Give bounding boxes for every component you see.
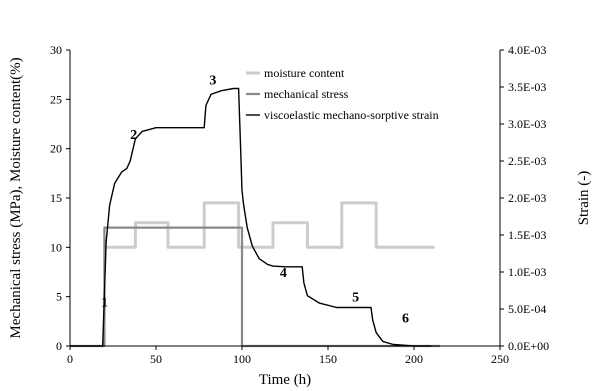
y-left-tick-label: 5 [56, 290, 62, 304]
x-tick-label: 250 [491, 352, 509, 366]
y-right-tick-label: 3.0E-03 [508, 117, 546, 131]
phase-label-5: 5 [352, 291, 359, 306]
x-tick-label: 0 [67, 352, 73, 366]
y-left-tick-label: 15 [50, 191, 62, 205]
right-axis-title: Strain (-) [576, 171, 592, 226]
x-axis-title: Time (h) [259, 372, 311, 388]
y-left-tick-label: 0 [56, 339, 62, 353]
x-tick-label: 100 [233, 352, 251, 366]
y-right-tick-label: 2.5E-03 [508, 154, 546, 168]
left-axis-title: Mechanical stress (MPa), Moisture conten… [8, 57, 24, 338]
legend-label-0: moisture content [264, 66, 345, 80]
legend: moisture content mechanical stress viscoel… [246, 66, 439, 122]
y-right-tick-label: 2.0E-03 [508, 191, 546, 205]
phase-label-2: 2 [130, 128, 137, 143]
y-left-tick-label: 10 [50, 240, 62, 254]
phase-label-4: 4 [280, 266, 287, 281]
y-left-tick-label: 20 [50, 142, 62, 156]
series-layer [70, 87, 440, 348]
y-right-tick-label: 5.0E-04 [508, 302, 546, 316]
phase-label-1: 1 [101, 296, 108, 311]
ticks-layer: 0 50 100 150 200 2500510152025300.0E+005.0E-0… [50, 43, 549, 366]
y-right-tick-label: 3.5E-03 [508, 80, 546, 94]
x-tick-label: 150 [319, 352, 337, 366]
phase-label-6: 6 [402, 311, 409, 326]
x-tick-label: 200 [405, 352, 423, 366]
series-line-0 [104, 201, 435, 249]
y-left-tick-label: 25 [50, 92, 62, 106]
y-right-tick-label: 4.0E-03 [508, 43, 546, 57]
x-tick-label: 50 [150, 352, 162, 366]
annotations-layer: 1 2 3 4 5 6 [101, 74, 409, 327]
legend-label-1: mechanical stress [264, 87, 349, 101]
y-right-tick-label: 0.0E+00 [508, 339, 549, 353]
legend-label-2: viscoelastic mechano-sorptive strain [264, 108, 439, 122]
y-right-tick-label: 1.5E-03 [508, 228, 546, 242]
y-left-tick-label: 30 [50, 43, 62, 57]
phase-label-3: 3 [209, 74, 216, 89]
y-right-tick-label: 1.0E-03 [508, 265, 546, 279]
series-line-2 [70, 87, 432, 347]
series-line-1 [70, 226, 440, 348]
